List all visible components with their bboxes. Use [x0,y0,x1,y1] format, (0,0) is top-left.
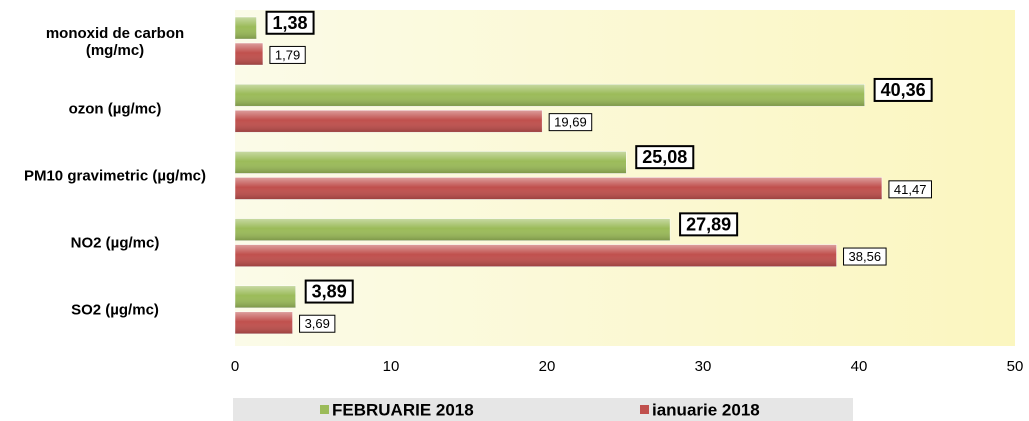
data-label: 38,56 [849,249,882,264]
bar-shine [235,285,296,308]
category-label: NO2 (µg/mc) [70,234,160,252]
data-label-box [873,77,933,102]
data-label-box [635,145,695,170]
x-tick-label: 50 [1007,358,1024,375]
x-tick-label: 30 [695,358,712,375]
x-tick-label: 10 [383,358,400,375]
data-label: 3,69 [305,316,330,331]
legend-label: FEBRUARIE 2018 [332,400,474,419]
x-tick-label: 40 [851,358,868,375]
bar-shine [235,17,257,39]
category-label: PM10 gravimetric (µg/mc) [23,167,207,185]
data-label-box [269,45,306,64]
bar-shine [235,151,627,174]
category-label: ozon (µg/mc) [68,100,162,118]
data-label: 1,79 [275,47,300,62]
data-label-box [299,314,336,333]
data-label-box [548,113,593,132]
data-label: 27,89 [686,214,731,234]
category-label: monoxid de carbon (mg/mc) [45,24,185,59]
bar-shine [235,311,293,334]
bar-shine [235,218,671,241]
data-label-box [265,10,315,35]
x-tick-label: 0 [231,358,239,375]
bar-shine [235,84,865,107]
data-label-box [304,279,354,304]
data-label: 1,38 [273,13,308,33]
data-label: 19,69 [554,115,587,130]
data-label: 25,08 [642,147,687,167]
x-tick-label: 20 [539,358,556,375]
category-label: SO2 (µg/mc) [71,301,159,319]
legend-marker [640,405,649,414]
data-label: 41,47 [894,182,927,197]
data-label-box [679,212,739,237]
bar-shine [235,177,882,200]
data-label: 40,36 [881,80,926,100]
legend-marker [320,405,329,414]
bar-shine [235,110,543,133]
bar-shine [235,244,837,267]
data-label-box [843,247,887,266]
data-label: 3,89 [312,282,347,302]
legend-background [233,398,853,421]
data-label-box [888,180,932,199]
legend-label: ianuarie 2018 [652,400,760,419]
bar-shine [235,43,263,65]
